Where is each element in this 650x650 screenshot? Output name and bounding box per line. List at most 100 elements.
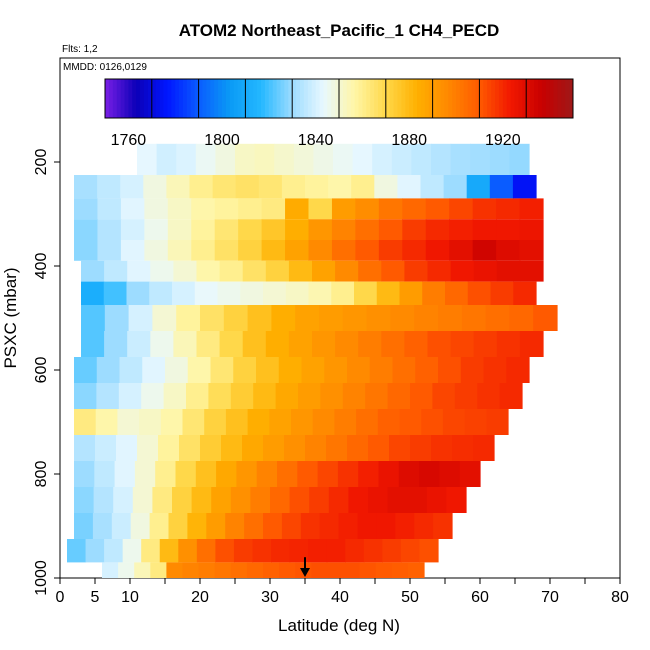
y-tick-label: 600 (33, 357, 50, 384)
heat-cell (443, 175, 468, 199)
heat-cell (496, 219, 521, 240)
heat-cell (274, 143, 295, 175)
heat-cell (305, 435, 327, 461)
heat-cell (263, 281, 287, 305)
heat-cell (141, 383, 165, 409)
heat-cell (127, 331, 151, 357)
heat-cell (402, 198, 427, 220)
colorbar-swatch (561, 79, 566, 118)
colorbar-swatch (151, 79, 157, 118)
colorbar-swatch (432, 79, 437, 118)
heat-cell (219, 260, 244, 282)
colorbar-swatch (284, 79, 289, 118)
heat-cell (422, 281, 446, 305)
colorbar-swatch (475, 79, 480, 118)
colorbar-swatch (296, 79, 301, 118)
colorbar-swatch (491, 79, 496, 118)
colorbar-swatch (350, 79, 356, 118)
heat-cell (159, 539, 179, 563)
colorbar-swatch (420, 79, 426, 118)
colorbar-swatch (222, 79, 227, 118)
heat-cell (271, 539, 291, 563)
heat-cell (141, 539, 161, 563)
heat-cell (461, 305, 487, 331)
colorbar-swatch (112, 79, 118, 118)
heat-cell (489, 175, 514, 199)
heat-cell (345, 539, 365, 563)
heat-cell (97, 240, 122, 261)
y-axis-label: PSXC (mbar) (1, 267, 20, 368)
heat-cell (189, 175, 214, 199)
heat-cell (233, 539, 254, 563)
heat-cell (335, 260, 359, 282)
heat-cell (166, 175, 191, 199)
heatmap-layer (67, 143, 558, 578)
heat-cell (335, 331, 359, 357)
colorbar-tick-label: 1760 (111, 132, 147, 149)
heat-cell (472, 240, 497, 261)
colorbar-swatch (374, 79, 379, 118)
heat-cell (496, 331, 521, 357)
heat-cell (289, 539, 309, 563)
heat-cell (419, 539, 439, 563)
heat-cell (312, 409, 335, 435)
heat-cell (187, 357, 212, 383)
heat-cell (320, 383, 344, 409)
heat-cell (244, 513, 264, 539)
colorbar-swatch (467, 79, 473, 118)
heat-cell (173, 331, 198, 357)
heat-cell (389, 435, 411, 461)
colorbar-swatch (518, 79, 523, 118)
heat-cell (400, 539, 421, 563)
colorbar-swatch (311, 79, 317, 118)
colorbar-swatch (553, 79, 558, 118)
heat-cell (402, 240, 427, 261)
heat-cell (331, 219, 356, 240)
colorbar-swatch (401, 79, 406, 118)
colorbar-swatch (163, 79, 168, 118)
heat-cell (200, 305, 225, 331)
heat-cell (200, 435, 222, 461)
colorbar-swatch (471, 79, 476, 118)
heat-cell (156, 143, 177, 175)
heat-cell (326, 435, 348, 461)
colorbar-swatch (292, 79, 297, 118)
heat-cell (407, 562, 425, 578)
heat-cell (152, 305, 177, 331)
heat-cell (363, 539, 383, 563)
heat-cell (186, 383, 209, 409)
heat-cell (191, 198, 216, 220)
colorbar-swatch (225, 79, 231, 118)
heat-cell (265, 331, 290, 357)
heat-cell (120, 198, 145, 220)
heat-cell (519, 219, 544, 240)
colorbar-swatch (249, 79, 254, 118)
heat-cell (172, 487, 193, 513)
heat-cell (426, 487, 447, 513)
heat-cell (402, 219, 427, 240)
heat-cell (438, 357, 462, 383)
heat-cell (454, 383, 478, 409)
colorbar-swatch (206, 79, 211, 118)
heat-cell (118, 562, 135, 578)
colorbar-swatch (144, 79, 149, 118)
heat-cell (258, 175, 283, 199)
heat-cell (376, 513, 396, 539)
heat-cell (211, 487, 232, 513)
colorbar-swatch (159, 79, 164, 118)
heat-cell (168, 513, 188, 539)
heat-cell (477, 383, 501, 409)
heat-cell (206, 513, 226, 539)
heat-cell (85, 539, 105, 563)
x-tick-label: 40 (331, 589, 349, 606)
heat-cell (265, 260, 290, 282)
heat-cell (114, 461, 136, 487)
heat-cell (250, 487, 271, 513)
heat-cell (324, 357, 348, 383)
heat-cell (74, 198, 99, 220)
heat-cell (144, 219, 169, 240)
colorbar-swatch (526, 79, 531, 118)
colorbar-swatch (487, 79, 492, 118)
heat-cell (225, 513, 245, 539)
